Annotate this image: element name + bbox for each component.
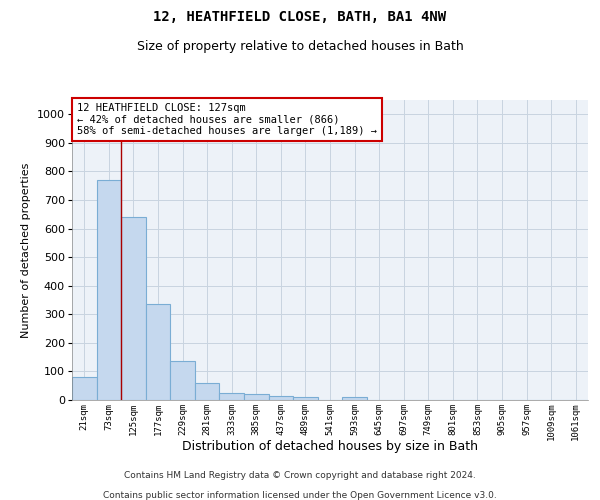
Y-axis label: Number of detached properties: Number of detached properties [22, 162, 32, 338]
Text: Contains public sector information licensed under the Open Government Licence v3: Contains public sector information licen… [103, 491, 497, 500]
Bar [121, 217, 146, 400]
Bar [220, 393, 244, 400]
Bar [293, 397, 318, 400]
Bar [195, 383, 220, 400]
Text: 12 HEATHFIELD CLOSE: 127sqm
← 42% of detached houses are smaller (866)
58% of se: 12 HEATHFIELD CLOSE: 127sqm ← 42% of det… [77, 103, 377, 136]
Bar [269, 396, 293, 400]
Bar [72, 377, 97, 400]
Bar [342, 397, 367, 400]
Bar [244, 394, 269, 400]
Text: Size of property relative to detached houses in Bath: Size of property relative to detached ho… [137, 40, 463, 53]
Bar [146, 304, 170, 400]
Bar [97, 180, 121, 400]
Text: 12, HEATHFIELD CLOSE, BATH, BA1 4NW: 12, HEATHFIELD CLOSE, BATH, BA1 4NW [154, 10, 446, 24]
Text: Contains HM Land Registry data © Crown copyright and database right 2024.: Contains HM Land Registry data © Crown c… [124, 471, 476, 480]
Text: Distribution of detached houses by size in Bath: Distribution of detached houses by size … [182, 440, 478, 453]
Bar [170, 362, 195, 400]
